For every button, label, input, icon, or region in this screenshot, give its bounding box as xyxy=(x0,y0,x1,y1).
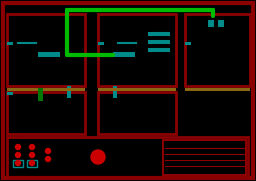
Bar xyxy=(38,96,43,101)
Bar xyxy=(98,14,176,86)
Bar xyxy=(185,42,191,45)
Circle shape xyxy=(29,153,35,157)
Circle shape xyxy=(16,153,20,157)
Bar xyxy=(7,88,85,91)
Bar xyxy=(163,140,246,175)
Bar xyxy=(67,86,71,98)
Bar xyxy=(27,160,37,167)
Bar xyxy=(113,86,117,98)
Bar xyxy=(185,88,250,91)
Circle shape xyxy=(91,150,105,164)
Bar xyxy=(7,92,85,134)
Circle shape xyxy=(29,161,35,165)
Circle shape xyxy=(16,144,20,150)
Bar xyxy=(98,92,176,134)
Circle shape xyxy=(16,161,20,165)
Circle shape xyxy=(46,157,50,161)
Circle shape xyxy=(29,144,35,150)
Bar xyxy=(38,52,60,57)
Circle shape xyxy=(46,148,50,153)
Bar xyxy=(218,20,224,27)
Bar xyxy=(38,88,43,96)
Bar xyxy=(13,160,23,167)
Bar xyxy=(148,32,170,36)
Bar xyxy=(208,20,214,27)
Bar xyxy=(7,14,85,86)
Bar xyxy=(98,42,104,45)
Bar xyxy=(7,137,248,177)
Bar xyxy=(148,40,170,44)
Bar xyxy=(185,14,250,86)
Bar xyxy=(7,92,13,95)
Bar xyxy=(113,52,135,57)
Bar xyxy=(148,48,170,52)
Bar xyxy=(98,88,176,91)
Bar xyxy=(7,42,13,45)
